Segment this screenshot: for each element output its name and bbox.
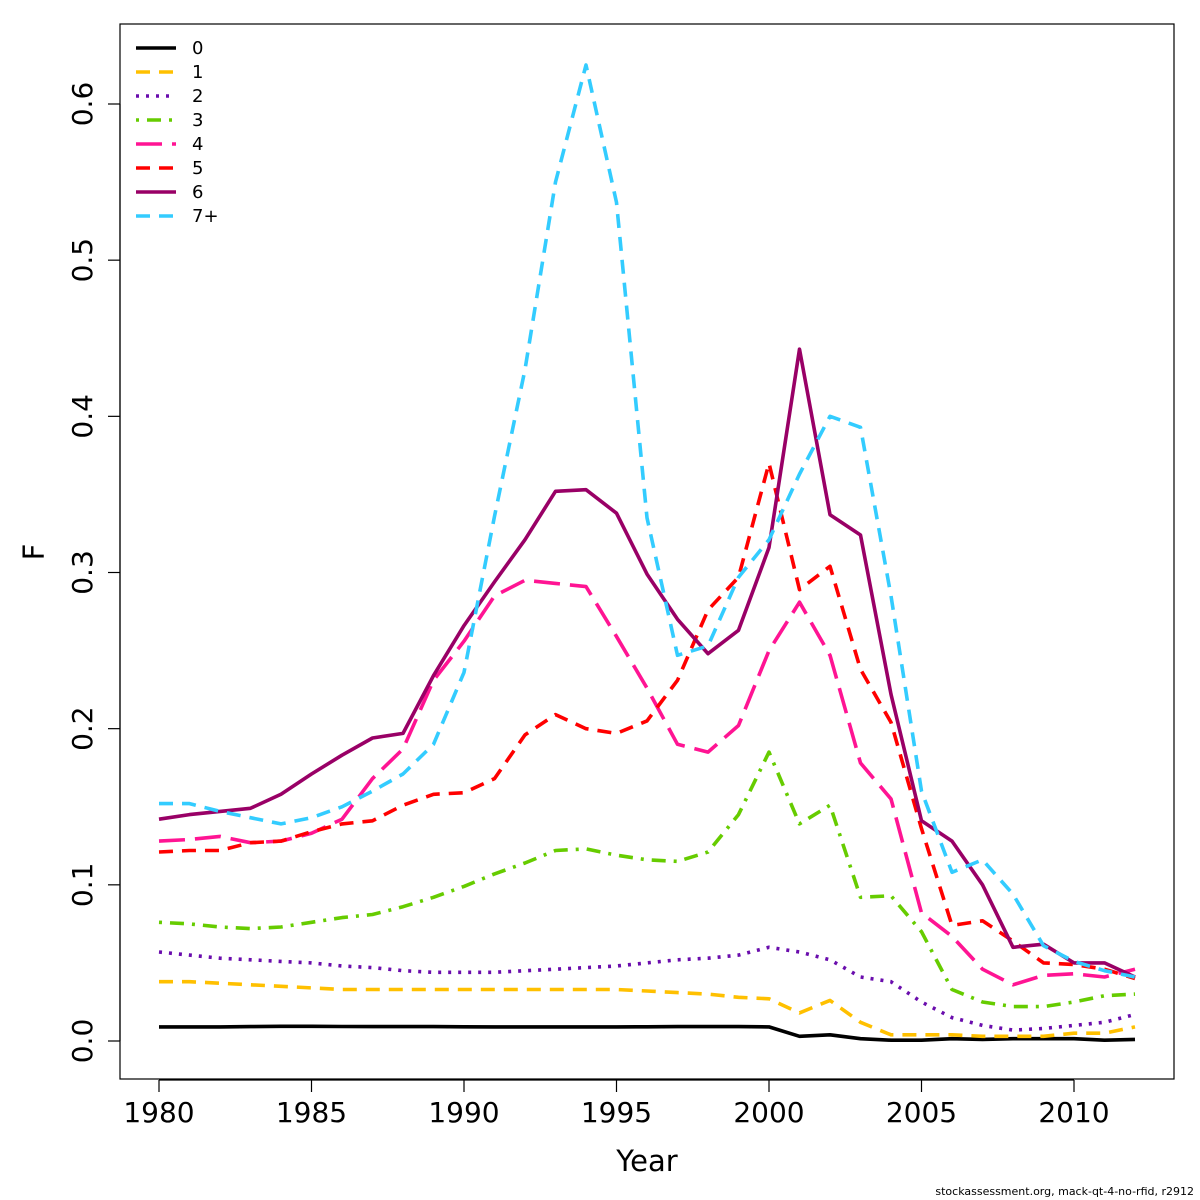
x-tick-label: 1980	[123, 1096, 194, 1129]
y-tick-label: 0.4	[66, 394, 99, 439]
series-line-6	[158, 347, 1136, 979]
series-line-7plus	[159, 63, 1136, 979]
y-tick-label: 0.2	[66, 706, 99, 751]
series-lines	[158, 63, 1136, 1042]
legend-label: 7+	[192, 206, 219, 227]
y-tick-label: 0.0	[66, 1019, 99, 1064]
y-tick-label: 0.3	[66, 550, 99, 595]
y-tick-label: 0.5	[66, 238, 99, 283]
y-tick-label: 0.6	[66, 82, 99, 127]
series-line-1	[159, 979, 1136, 1039]
series-line-0	[159, 1024, 1136, 1042]
legend-label: 2	[192, 86, 203, 107]
series-line-5	[158, 461, 1136, 981]
legend-label: 6	[192, 182, 203, 203]
x-axis: 1980 1985 1990 1995 2000 2005 2010	[123, 1079, 1110, 1129]
x-tick-label: 1995	[581, 1096, 652, 1129]
x-tick-label: 1990	[428, 1096, 499, 1129]
x-tick-label: 2000	[733, 1096, 804, 1129]
legend-label: 5	[192, 158, 203, 179]
x-tick-label: 2010	[1038, 1096, 1109, 1129]
series-line-3	[158, 750, 1136, 1009]
legend-label: 3	[192, 110, 203, 131]
legend-label: 0	[192, 38, 203, 59]
y-tick-label: 0.1	[66, 863, 99, 908]
plot-frame	[119, 23, 1175, 1080]
x-tick-label: 1985	[276, 1096, 347, 1129]
x-axis-label: Year	[615, 1144, 677, 1178]
legend: 0 1 2 3 4 5 6 7+	[136, 38, 219, 227]
series-line-2	[158, 945, 1136, 1032]
y-axis-label: F	[17, 544, 51, 561]
footer-text: stockassessment.org, mack-qt-4-no-rfid, …	[935, 1185, 1194, 1198]
x-tick-label: 2005	[886, 1096, 957, 1129]
legend-label: 4	[192, 134, 203, 155]
y-axis: 0.0 0.1 0.2 0.3 0.4 0.5 0.6	[66, 82, 121, 1064]
legend-label: 1	[192, 62, 203, 83]
